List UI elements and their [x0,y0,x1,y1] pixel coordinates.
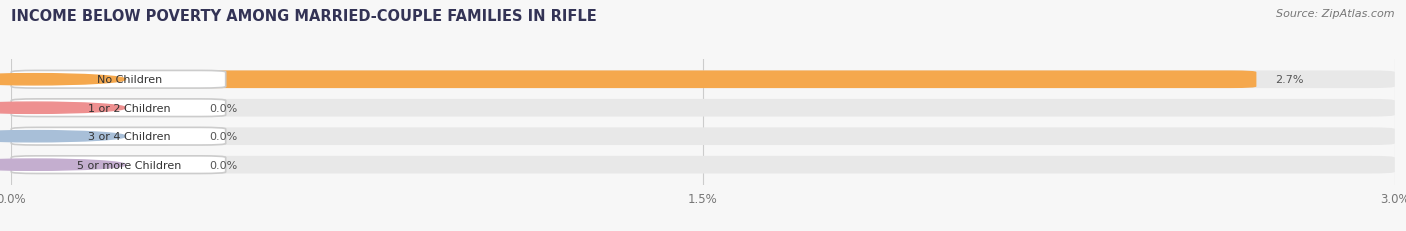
Text: 3 or 4 Children: 3 or 4 Children [89,132,170,142]
Circle shape [0,74,125,85]
FancyBboxPatch shape [11,71,226,89]
Circle shape [0,131,125,142]
FancyBboxPatch shape [11,100,1395,117]
Circle shape [0,159,125,170]
FancyBboxPatch shape [11,128,191,145]
FancyBboxPatch shape [11,156,1395,174]
Text: Source: ZipAtlas.com: Source: ZipAtlas.com [1277,9,1395,19]
Text: 1 or 2 Children: 1 or 2 Children [89,103,170,113]
FancyBboxPatch shape [11,71,1395,89]
Circle shape [0,103,125,114]
FancyBboxPatch shape [11,128,226,145]
FancyBboxPatch shape [11,100,226,117]
FancyBboxPatch shape [11,71,1257,89]
FancyBboxPatch shape [11,156,191,174]
FancyBboxPatch shape [11,128,1395,145]
Text: 2.7%: 2.7% [1275,75,1303,85]
Text: 5 or more Children: 5 or more Children [77,160,181,170]
Text: No Children: No Children [97,75,162,85]
Text: 0.0%: 0.0% [209,132,238,142]
FancyBboxPatch shape [11,100,191,117]
Text: INCOME BELOW POVERTY AMONG MARRIED-COUPLE FAMILIES IN RIFLE: INCOME BELOW POVERTY AMONG MARRIED-COUPL… [11,9,598,24]
FancyBboxPatch shape [11,156,226,174]
Text: 0.0%: 0.0% [209,160,238,170]
Text: 0.0%: 0.0% [209,103,238,113]
